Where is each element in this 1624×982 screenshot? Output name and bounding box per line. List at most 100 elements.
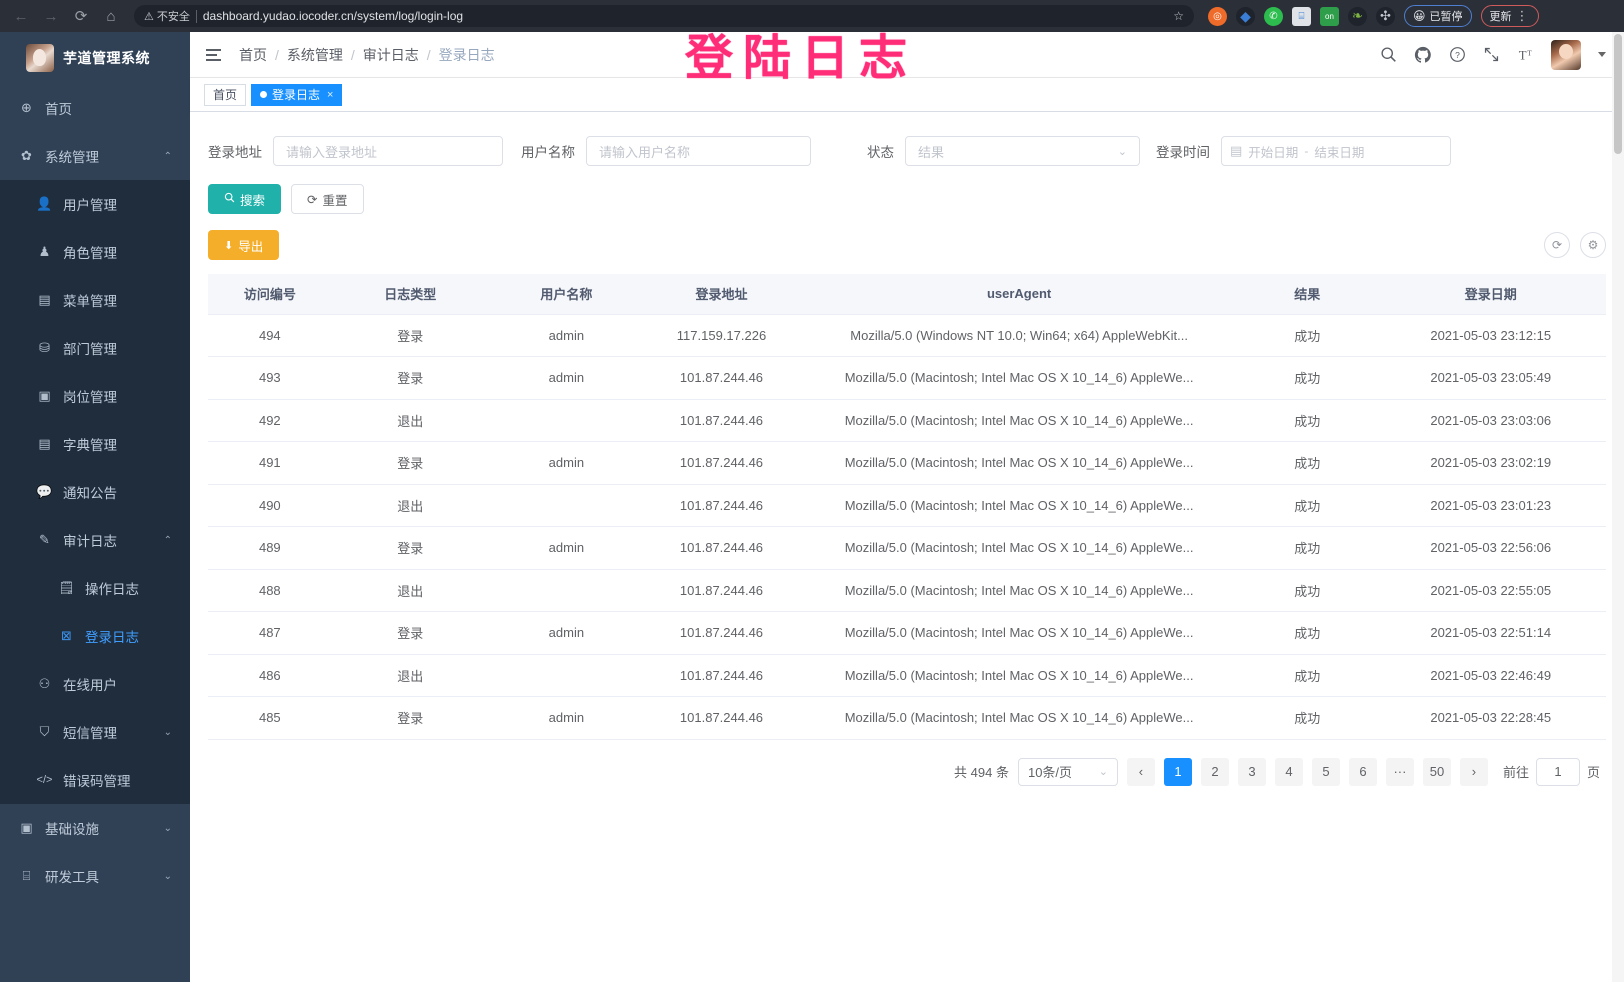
breadcrumb-item-audit[interactable]: 审计日志: [362, 46, 419, 63]
login-address-input[interactable]: 请输入登录地址: [273, 136, 503, 166]
sidebar-item-sms-management[interactable]: ⛉ 短信管理 ⌄: [0, 708, 190, 756]
sidebar-item-menu-management[interactable]: ▤ 菜单管理: [0, 276, 190, 324]
paused-pill[interactable]: 😀 已暂停: [1404, 5, 1472, 27]
home-icon[interactable]: ⌂: [106, 7, 116, 25]
chevron-down-icon[interactable]: [1598, 52, 1606, 57]
column-header-id[interactable]: 访问编号: [208, 274, 332, 315]
avatar[interactable]: [1551, 39, 1581, 70]
reload-icon[interactable]: ⟳: [74, 8, 88, 25]
status-select[interactable]: 结果 ⌄: [905, 136, 1140, 166]
table-row[interactable]: 491 登录 admin 101.87.244.46 Mozilla/5.0 (Maci…: [208, 441, 1606, 485]
table-row[interactable]: 490 退出 101.87.244.46 Mozilla/5.0 (Macintosh…: [208, 484, 1606, 527]
search-button[interactable]: 搜索: [208, 184, 282, 214]
cell-id: 492: [208, 399, 332, 442]
help-icon[interactable]: ?: [1449, 46, 1466, 63]
update-pill[interactable]: 更新 ⋮: [1480, 5, 1539, 27]
sidebar-item-user-management[interactable]: 👤 用户管理: [0, 180, 190, 228]
fullscreen-icon[interactable]: [1483, 46, 1500, 63]
table-row[interactable]: 488 退出 101.87.244.46 Mozilla/5.0 (Macintosh…: [208, 569, 1606, 612]
close-icon[interactable]: ×: [327, 88, 334, 101]
table-row[interactable]: 494 登录 admin 117.159.17.226 Mozilla/5.0 (Win…: [208, 314, 1606, 357]
scrollbar-thumb[interactable]: [1614, 34, 1622, 154]
username-input[interactable]: 请输入用户名称: [586, 136, 811, 166]
jump-page-input[interactable]: 1: [1535, 757, 1580, 786]
kebab-icon[interactable]: ⋮: [1515, 8, 1530, 23]
extension-icon-puzzle[interactable]: ✣: [1376, 6, 1395, 26]
sidebar-toggle-icon[interactable]: [206, 48, 221, 61]
back-icon[interactable]: ←: [13, 7, 29, 25]
extension-icon-leaf[interactable]: ❧: [1348, 6, 1367, 26]
pagination-page-4[interactable]: 4: [1274, 757, 1303, 786]
column-header-result[interactable]: 结果: [1239, 274, 1376, 315]
pagination-page-6[interactable]: 6: [1348, 757, 1377, 786]
sidebar-item-system[interactable]: ✿ 系统管理 ⌃: [0, 132, 190, 180]
pagination-page-3[interactable]: 3: [1237, 757, 1266, 786]
extension-icon-wechat[interactable]: ✆: [1264, 6, 1283, 26]
breadcrumb-item-system[interactable]: 系统管理: [286, 46, 343, 63]
sidebar-item-dept-management[interactable]: ⛁ 部门管理: [0, 324, 190, 372]
sidebar-item-role-management[interactable]: ♟ 角色管理: [0, 228, 190, 276]
pagination-page-5[interactable]: 5: [1311, 757, 1340, 786]
column-header-useragent[interactable]: userAgent: [799, 274, 1240, 315]
sidebar-item-infrastructure[interactable]: ▣ 基础设施 ⌄: [0, 804, 190, 852]
github-icon[interactable]: [1414, 46, 1432, 64]
table-row[interactable]: 492 退出 101.87.244.46 Mozilla/5.0 (Macintosh…: [208, 399, 1606, 442]
column-header-address[interactable]: 登录地址: [643, 274, 800, 315]
page-size-select[interactable]: 10条/页 ⌄: [1017, 757, 1118, 786]
extension-icon-orange[interactable]: ◎: [1208, 6, 1227, 26]
pagination-prev[interactable]: ‹: [1126, 757, 1155, 786]
refresh-icon[interactable]: ⟳: [1544, 232, 1570, 258]
extension-icon-on[interactable]: on: [1320, 6, 1339, 26]
cell-user: admin: [488, 356, 644, 400]
sidebar-item-online-user[interactable]: ⚇ 在线用户: [0, 660, 190, 708]
cell-date: 2021-05-03 23:01:23: [1375, 484, 1606, 527]
table-row[interactable]: 493 登录 admin 101.87.244.46 Mozilla/5.0 (Maci…: [208, 356, 1606, 400]
table-row[interactable]: 486 退出 101.87.244.46 Mozilla/5.0 (Macintosh…: [208, 654, 1606, 697]
cell-type: 退出: [331, 569, 489, 612]
column-header-type[interactable]: 日志类型: [331, 274, 489, 315]
reset-button[interactable]: ⟳ 重置: [291, 184, 364, 214]
sidebar-item-dict-management[interactable]: ▤ 字典管理: [0, 420, 190, 468]
table-row[interactable]: 485 登录 admin 101.87.244.46 Mozilla/5.0 (Maci…: [208, 696, 1606, 740]
pagination-next[interactable]: ›: [1459, 757, 1488, 786]
columns-settings-icon[interactable]: ⚙: [1580, 232, 1606, 258]
search-icon[interactable]: [1380, 46, 1397, 63]
jump-suffix-label: 页: [1586, 765, 1600, 780]
sidebar-item-operation-log[interactable]: 🗒 操作日志: [0, 564, 190, 612]
pagination-page-50[interactable]: 50: [1422, 757, 1451, 786]
sidebar-item-devtools[interactable]: ⌸ 研发工具 ⌄: [0, 852, 190, 900]
divider: [195, 9, 197, 23]
sidebar-item-login-log[interactable]: ⊠ 登录日志: [0, 612, 190, 660]
cell-useragent: Mozilla/5.0 (Macintosh; Intel Mac OS X 1…: [799, 441, 1240, 485]
username-label: 用户名称: [521, 145, 575, 160]
table-row[interactable]: 489 登录 admin 101.87.244.46 Mozilla/5.0 (Maci…: [208, 526, 1606, 570]
bookmark-star-icon[interactable]: ☆: [1173, 9, 1184, 23]
start-date-input[interactable]: 开始日期: [1248, 145, 1299, 160]
pagination-page-1[interactable]: 1: [1163, 757, 1192, 786]
extension-icon-translate[interactable]: ⌸: [1292, 6, 1311, 26]
sidebar-item-notice[interactable]: 💬 通知公告: [0, 468, 190, 516]
sidebar-item-post-management[interactable]: ▣ 岗位管理: [0, 372, 190, 420]
cell-user: [488, 569, 644, 612]
logo[interactable]: 芋道管理系统: [0, 32, 190, 84]
address-bar[interactable]: ⚠ 不安全 dashboard.yudao.iocoder.cn/system/…: [134, 5, 1194, 27]
column-header-date[interactable]: 登录日期: [1375, 274, 1606, 315]
forward-icon[interactable]: →: [43, 7, 59, 25]
table-row[interactable]: 487 登录 admin 101.87.244.46 Mozilla/5.0 (Maci…: [208, 611, 1606, 655]
page-scrollbar[interactable]: [1612, 32, 1624, 982]
login-time-daterange[interactable]: ▤ 开始日期 - 结束日期: [1221, 136, 1451, 166]
breadcrumb-item-home[interactable]: 首页: [239, 46, 267, 63]
pagination-ellipsis[interactable]: ···: [1385, 757, 1414, 786]
extension-icon-diamond[interactable]: ◆: [1236, 6, 1255, 26]
sidebar-item-error-code[interactable]: </> 错误码管理: [0, 756, 190, 804]
sidebar-item-home[interactable]: ⊕ 首页: [0, 84, 190, 132]
tag-login-log[interactable]: 登录日志 ×: [251, 83, 343, 106]
tag-home[interactable]: 首页: [204, 83, 247, 106]
column-header-user[interactable]: 用户名称: [488, 274, 644, 315]
end-date-input[interactable]: 结束日期: [1314, 145, 1365, 160]
sidebar-item-audit-log[interactable]: ✎ 审计日志 ⌃: [0, 516, 190, 564]
export-button[interactable]: ⬇ 导出: [208, 230, 280, 260]
cell-user: [488, 399, 644, 442]
pagination-page-2[interactable]: 2: [1200, 757, 1229, 786]
